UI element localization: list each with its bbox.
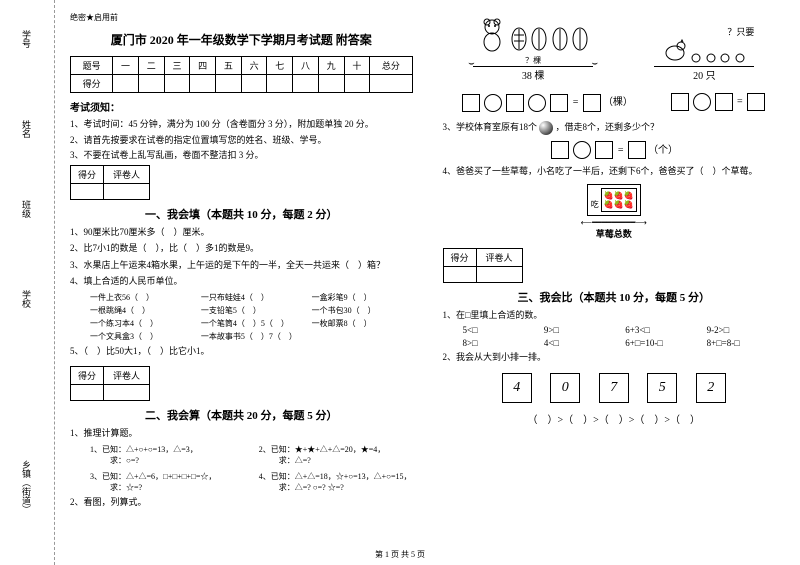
notice-item: 1、考试时间：45 分钟，满分为 100 分（含卷面分 3 分），附加题单独 2… bbox=[70, 118, 413, 131]
notice-title: 考试须知： bbox=[70, 99, 413, 114]
ball-icon bbox=[539, 121, 553, 135]
leaf-icon bbox=[551, 27, 569, 52]
number-cards: 4 0 7 5 2 bbox=[443, 373, 786, 403]
main-content: 绝密★启用前 厦门市 2020 年一年级数学下学期月考试题 附答案 题号 一 二… bbox=[55, 0, 800, 565]
grader-box: 得分评卷人 bbox=[70, 366, 150, 401]
count-label: 38 棵 bbox=[473, 67, 593, 82]
sidebar-label-id: 学号 bbox=[20, 30, 33, 48]
chick-icon bbox=[719, 51, 731, 63]
question: 3、水果店上午运来4箱水果，上午运的是下午的一半，全天一共运来（ ）箱？ bbox=[70, 259, 413, 273]
image-row: ？棵 ⌣⌣ 38 棵 ？只要 20 只 bbox=[443, 17, 786, 82]
equation-row: = （个） bbox=[443, 141, 786, 160]
strawberry-diagram: 吃 🍓🍓🍓🍓🍓🍓 bbox=[587, 184, 641, 216]
leaf-icon bbox=[571, 27, 589, 52]
section3-title: 三、我会比（本题共 10 分，每题 5 分） bbox=[443, 289, 786, 305]
count-label: 20 只 bbox=[654, 67, 754, 82]
question: 2、比7小1的数是（ ），比（ ）多1的数是9。 bbox=[70, 242, 413, 256]
section1-title: 一、我会填（本题共 10 分，每题 2 分） bbox=[70, 206, 413, 222]
compare-answer: （ ）>（ ）>（ ）>（ ）>（ ） bbox=[443, 411, 786, 426]
question: 2、看图，列算式。 bbox=[70, 496, 413, 510]
question: 1、在□里填上合适的数。 bbox=[443, 309, 786, 323]
equation-row: = bbox=[669, 93, 768, 112]
score-table: 题号 一 二 三 四 五 六 七 八 九 十 总分 得分 bbox=[70, 56, 413, 93]
hen-icon bbox=[663, 38, 688, 63]
notice-item: 2、请首先按要求在试卷的指定位置填写您的姓名、班级、学号。 bbox=[70, 134, 413, 147]
question: 1、90厘米比70厘米多（ ）厘米。 bbox=[70, 226, 413, 240]
question: 3、学校体育室原有18个 ，借走8个，还剩多少个？ bbox=[443, 121, 786, 135]
sidebar-label-school: 学校 bbox=[20, 290, 33, 308]
exam-title: 厦门市 2020 年一年级数学下学期月考试题 附答案 bbox=[70, 31, 413, 48]
q4-grid: 一件上衣56（ ） 一只布蛙娃4（ ） 一盒彩笔9（ ） 一根跳绳4（ ） 一支… bbox=[90, 292, 413, 342]
equation-row: = （棵） bbox=[460, 93, 633, 112]
sidebar-label-name: 姓名 bbox=[20, 120, 33, 138]
binding-sidebar: 学号 姓名 班级 学校 乡镇（街道） bbox=[0, 0, 55, 565]
chick-icon bbox=[705, 51, 717, 63]
table-row: 题号 一 二 三 四 五 六 七 八 九 十 总分 bbox=[71, 57, 413, 75]
sidebar-label-class: 班级 bbox=[20, 200, 33, 218]
grader-box: 得分评卷人 bbox=[443, 248, 523, 283]
question: 5、（ ）比50大1，（ ）比它小1。 bbox=[70, 345, 413, 359]
table-row: 得分 bbox=[71, 75, 413, 93]
left-column: 绝密★启用前 厦门市 2020 年一年级数学下学期月考试题 附答案 题号 一 二… bbox=[55, 0, 428, 565]
chick-icon bbox=[734, 51, 746, 63]
sidebar-label-town: 乡镇（街道） bbox=[20, 460, 33, 514]
grader-box: 得分评卷人 bbox=[70, 165, 150, 200]
bear-icon bbox=[477, 17, 507, 52]
question: 4、爸爸买了一些草莓，小名吃了一半后，还剩下6个，爸爸买了（ ）个草莓。 bbox=[443, 165, 786, 179]
right-column: ？棵 ⌣⌣ 38 棵 ？只要 20 只 = （棵） bbox=[428, 0, 800, 565]
question: 2、我会从大到小排一排。 bbox=[443, 351, 786, 365]
chick-icon bbox=[690, 51, 702, 63]
notice-item: 3、不要在试卷上乱写乱画，卷面不整洁扣 3 分。 bbox=[70, 149, 413, 162]
section2-title: 二、我会算（本题共 20 分，每题 5 分） bbox=[70, 407, 413, 423]
leaf-icon bbox=[510, 27, 528, 52]
page-footer: 第 1 页 共 5 页 bbox=[0, 549, 800, 560]
question: 4、填上合适的人民币单位。 bbox=[70, 275, 413, 289]
question: 1、推理计算题。 bbox=[70, 427, 413, 441]
leaf-icon bbox=[530, 27, 548, 52]
seal-note: 绝密★启用前 bbox=[70, 12, 413, 23]
